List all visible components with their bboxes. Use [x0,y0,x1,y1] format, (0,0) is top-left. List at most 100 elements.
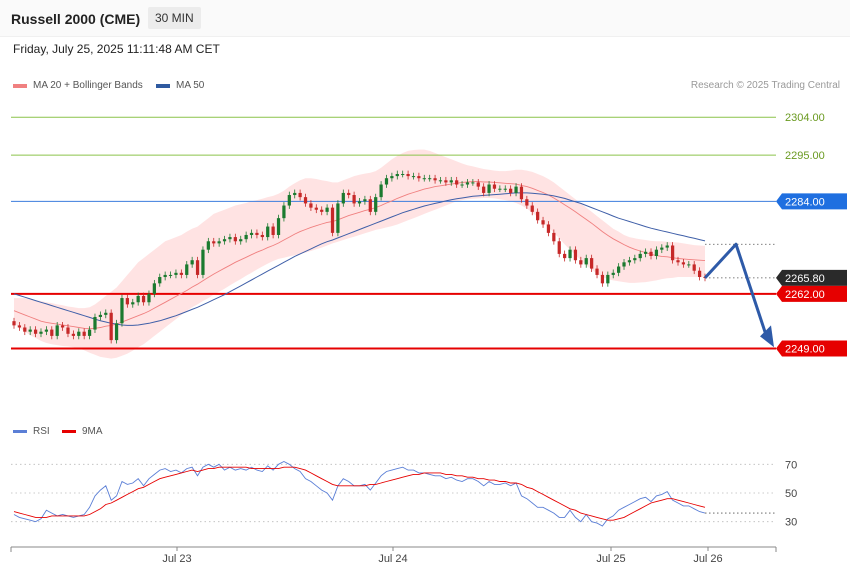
candle-body [697,270,702,278]
candle-body [433,178,437,181]
candle-body [87,329,92,336]
candle-body [622,262,626,267]
candle-body [633,258,637,261]
legend-ma50-label: MA 50 [176,80,205,91]
candle-body [260,234,264,238]
candle-body [590,258,594,269]
candle-body [233,237,237,242]
candle-body [255,232,259,235]
candle-body [600,274,605,284]
candle-body [514,186,518,193]
candle-body [190,260,194,265]
candle-body [476,182,480,187]
candle-body [195,260,200,275]
candle-body [293,192,297,196]
price-label-2295.00: 2295.00 [785,150,825,162]
candle-body [649,251,653,256]
candle-body [114,323,119,341]
legend-rsi9-label: 9MA [82,426,103,437]
candle-body [643,251,648,254]
candle-body [422,178,426,180]
candle-body [325,207,329,212]
ma50-swatch [156,83,170,88]
candle-body [66,327,70,334]
forecast-arrow [703,242,770,342]
candle-body [120,298,124,324]
candle-body [660,247,664,250]
candle-body [471,182,475,184]
candle-body [692,264,696,271]
candle-body [174,272,178,275]
candle-body [212,241,216,244]
candle-body [503,188,507,190]
candle-body [282,205,286,219]
forecast-arrowhead [760,325,774,348]
candle-body [82,331,86,336]
timeframe-badge[interactable]: 30 MIN [148,7,201,29]
candle-body [406,174,410,177]
candle-body [93,316,97,330]
candle-body [606,274,610,284]
candle-body [12,321,16,326]
candle-body [168,274,173,276]
timestamp: Friday, July 25, 2025 11:11:48 AM CET [13,42,220,56]
candle-body [33,329,38,334]
candle-body [638,253,642,259]
candle-body [271,226,275,235]
price-label-2249.00: 2249.00 [785,344,825,356]
candle-body [303,197,308,204]
candle-body [670,245,675,261]
candle-body [401,174,405,175]
candle-body [341,192,345,204]
candle-body [244,234,248,240]
candle-body [568,249,572,259]
candle-body [595,268,599,275]
candle-body [50,329,54,336]
candle-body [487,184,491,193]
x-tick-label: Jul 23 [162,553,191,565]
candle-body [627,260,632,263]
ma20-line [13,181,706,330]
candle-body [347,192,351,196]
candle-body [552,232,556,242]
candle-body [617,266,621,273]
candle-body [428,178,432,180]
price-label-2262.00: 2262.00 [785,289,825,301]
candle-body [352,195,356,204]
candle-body [460,184,464,186]
candle-body [239,239,243,242]
rsi9-line [13,466,706,521]
rsi-line [13,460,706,527]
candle-body [530,205,534,212]
candle-body [71,333,76,336]
candle-body [163,274,167,278]
candle-body [104,312,108,315]
candle-body [136,295,140,303]
candle-body [676,260,680,263]
rsi9-swatch [62,430,76,433]
candle-body [449,180,453,183]
candle-body [368,199,372,212]
candle-body [498,188,502,190]
candle-body [611,272,615,275]
candle-body [395,174,399,177]
rsi-tick-50: 50 [785,488,797,500]
candle-body [266,226,270,238]
rsi-tick-70: 70 [785,459,797,471]
candle-body [141,295,146,303]
candle-body [363,199,367,202]
instrument-title: Russell 2000 (CME) [11,11,141,27]
bollinger-band [14,149,705,359]
candle-body [654,249,659,256]
candle-body [276,218,281,235]
legend-ma50: MA 50 [156,80,204,91]
candle-body [687,264,691,266]
candle-body [536,211,540,221]
candle-body [579,260,583,265]
candles [12,170,707,344]
legend-rsi-label: RSI [33,426,50,437]
x-tick-label: Jul 24 [378,553,407,565]
candle-body [44,329,49,332]
price-label-2265.80: 2265.80 [785,273,825,285]
